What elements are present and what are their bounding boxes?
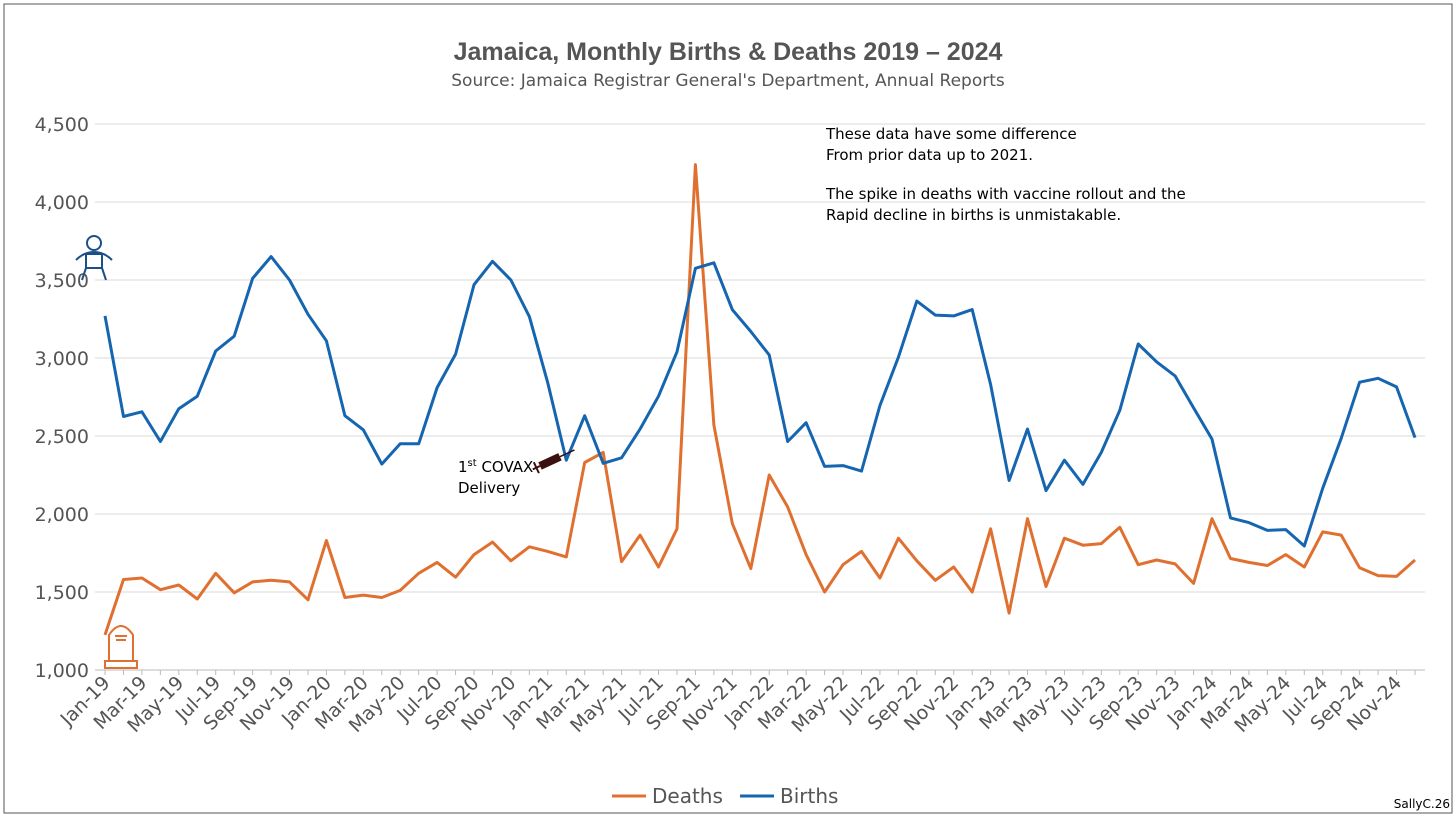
note-line: These data have some difference: [825, 125, 1077, 143]
covax-annotation: 1st COVAX Delivery: [458, 449, 575, 497]
y-tick-label: 3,500: [35, 270, 89, 292]
note-line: Rapid decline in births is unmistakable.: [826, 206, 1121, 224]
series-line-deaths: [103, 163, 1416, 636]
covax-label: COVAX: [477, 458, 534, 476]
y-tick-label: 4,500: [35, 114, 89, 136]
legend: Deaths Births: [612, 784, 838, 808]
chart-border: [3, 3, 1453, 814]
y-tick-label: 1,000: [35, 660, 89, 682]
covax-label-2: Delivery: [458, 479, 520, 497]
annotation-note: These data have some difference From pri…: [825, 125, 1186, 224]
covax-number: 1: [458, 458, 468, 476]
covax-sup: st: [468, 458, 477, 469]
series-line-births: [103, 255, 1417, 548]
chart-title: Jamaica, Monthly Births & Deaths 2019 – …: [454, 38, 1003, 66]
note-line: The spike in deaths with vaccine rollout…: [825, 185, 1186, 203]
y-tick-label: 1,500: [35, 582, 89, 604]
y-tick-label: 4,000: [35, 192, 89, 214]
y-tick-label: 2,500: [35, 426, 89, 448]
credit: SallyC.26: [1394, 797, 1450, 811]
y-tick-label: 2,000: [35, 504, 89, 526]
tombstone-icon: [104, 625, 138, 669]
svg-text:1st COVAX: 1st COVAX: [458, 458, 533, 476]
baby-icon: [75, 235, 113, 281]
legend-label-deaths: Deaths: [652, 784, 723, 808]
syringe-icon: [532, 449, 575, 474]
legend-label-births: Births: [780, 784, 838, 808]
chart-subtitle: Source: Jamaica Registrar General's Depa…: [451, 71, 1005, 91]
y-tick-label: 3,000: [35, 348, 89, 370]
note-line: From prior data up to 2021.: [826, 146, 1033, 164]
